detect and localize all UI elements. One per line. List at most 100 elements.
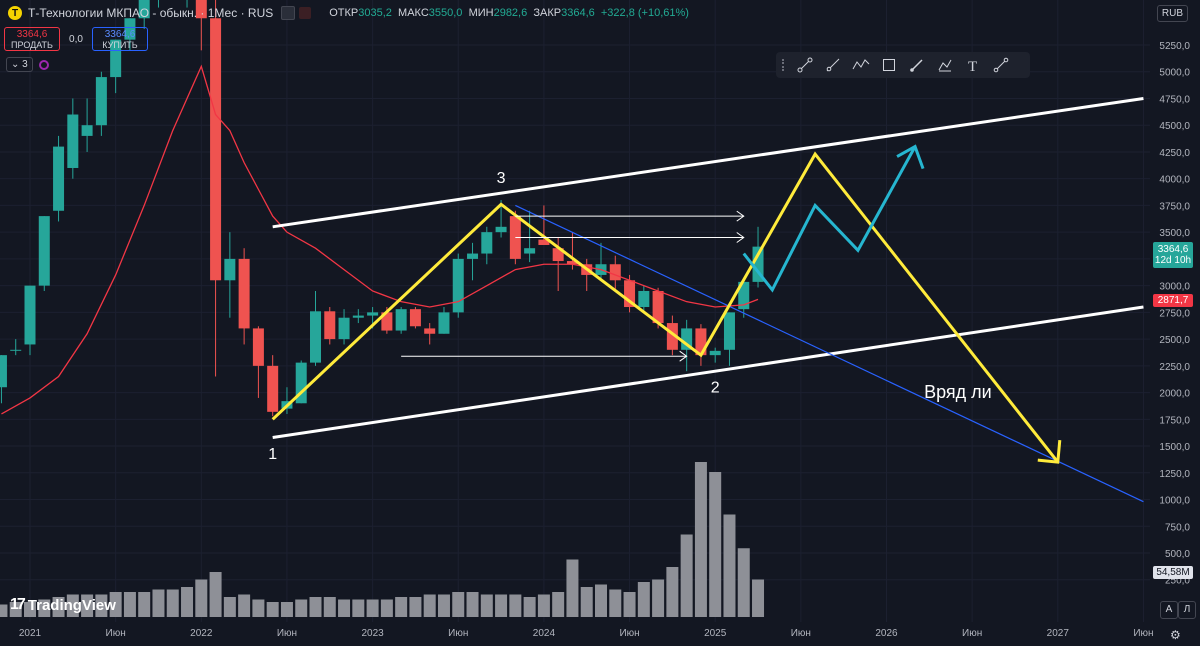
text-icon[interactable]: T [962, 55, 984, 75]
volume-bar [566, 559, 579, 617]
volume-bar [452, 592, 465, 617]
price-tick-label: 1000,0 [1159, 496, 1190, 507]
pattern-icon[interactable] [934, 55, 956, 75]
candle-body [81, 125, 93, 136]
brush-icon[interactable] [906, 55, 928, 75]
symbol-title[interactable]: Т-Технологии МКПАО - обыкн. · 1Мес · RUS [28, 6, 274, 20]
candle-body [738, 281, 750, 310]
indicator-settings-icon [38, 59, 49, 70]
volume-bar [537, 594, 550, 617]
candle-body [67, 114, 79, 168]
volume-bar [238, 594, 251, 617]
volume-bar [195, 579, 208, 617]
volume-bar [437, 594, 450, 617]
volume-bar [652, 579, 665, 617]
drawing-toolbar: T [776, 52, 1030, 78]
indicator-count: ⌄ 3 [6, 57, 33, 72]
volume-bar [637, 582, 650, 617]
currency-button[interactable]: RUB [1156, 5, 1188, 22]
volume-bar [694, 462, 707, 617]
chevron-down-icon: ⌄ [11, 59, 20, 70]
time-tick-label: Июн [791, 628, 811, 639]
volume-bar [509, 594, 522, 617]
time-tick-label: Июн [962, 628, 982, 639]
projection-arrowhead [1037, 439, 1062, 464]
volume-bar [252, 599, 265, 617]
volume-tag: 54,58M [1153, 566, 1193, 579]
drag-handle-icon[interactable] [782, 59, 788, 71]
price-tick-label: 1250,0 [1159, 469, 1190, 480]
volume-bar [580, 587, 593, 617]
alert-icon[interactable] [299, 7, 312, 19]
volume-bar [380, 599, 393, 617]
annotation-label: Вряд ли [924, 382, 992, 402]
volume-bar [166, 589, 179, 617]
candle-body [338, 317, 350, 340]
candle-body [467, 253, 479, 259]
candle-body [538, 239, 550, 245]
price-tick-label: 3000,0 [1159, 282, 1190, 293]
volume-bar [223, 597, 236, 617]
volume-bar [209, 572, 222, 617]
annotation-label: 1 [268, 446, 277, 463]
alt-path-arrowhead [896, 144, 925, 170]
eye-icon[interactable] [281, 6, 296, 20]
spread-value: 0,0 [69, 33, 83, 45]
time-tick-label: 2026 [875, 628, 898, 639]
candle-body [638, 290, 650, 308]
volume-bar [680, 534, 693, 617]
price-chart[interactable]: 1 3 2 Вряд ли [0, 0, 1150, 622]
change-value: +322,8 (+10,61%) [600, 7, 689, 19]
volume-bar [123, 592, 136, 617]
range-arrow-head [736, 210, 745, 222]
volume-bar [480, 594, 493, 617]
candle-body [624, 280, 636, 308]
candle-body [238, 258, 250, 329]
candle-body [295, 362, 307, 404]
time-tick-label: 2027 [1047, 628, 1070, 639]
candle-body [195, 0, 207, 19]
volume-bar [0, 604, 8, 617]
plot-background [0, 0, 1150, 622]
buy-button[interactable]: 3364,6 КУПИТЬ [92, 27, 148, 51]
annotation-label: 2 [711, 380, 720, 397]
candle-body [409, 309, 421, 327]
time-tick-label: Июн [106, 628, 126, 639]
svg-text:T: T [968, 59, 977, 73]
auto-scale-button[interactable]: A [1160, 601, 1178, 619]
candle-body [138, 0, 150, 19]
candle-body [267, 365, 279, 412]
settings-gear-icon[interactable]: ⚙ [1170, 628, 1181, 642]
trend-line-icon[interactable] [794, 55, 816, 75]
candle-body [681, 328, 693, 350]
volume-bar [138, 592, 151, 617]
volume-bar [181, 587, 194, 617]
time-tick-label: Июн [448, 628, 468, 639]
volume-bar [95, 594, 108, 617]
candle-body [495, 226, 507, 233]
volume-bar [623, 592, 636, 617]
volume-bar [295, 599, 308, 617]
symbol-header: T Т-Технологии МКПАО - обыкн. · 1Мес · R… [0, 0, 689, 26]
price-tick-label: 5000,0 [1159, 68, 1190, 79]
volume-bar [338, 599, 351, 617]
volume-bar [24, 602, 36, 617]
volume-bar [595, 584, 607, 617]
measure-icon[interactable] [990, 55, 1012, 75]
ray-icon[interactable] [822, 55, 844, 75]
moving-average-line [1, 64, 759, 415]
candle-body [381, 312, 393, 331]
volume-bar [280, 602, 293, 617]
zigzag-icon[interactable] [850, 55, 872, 75]
chart-canvas[interactable]: 1 3 2 Вряд ли [0, 0, 1150, 622]
candle-body [652, 290, 664, 324]
sell-button[interactable]: 3364,6 ПРОДАТЬ [4, 27, 60, 51]
candle-body [324, 311, 336, 340]
log-scale-button[interactable]: Л [1178, 601, 1196, 619]
tradingview-mark-icon: 17 [10, 596, 26, 613]
indicator-toggle[interactable]: ⌄ 3 [6, 57, 49, 72]
price-tick-label: 3500,0 [1159, 228, 1190, 239]
rectangle-icon[interactable] [878, 55, 900, 75]
tradingview-logo[interactable]: 17 TradingView [10, 596, 116, 614]
candle-body [438, 312, 450, 334]
